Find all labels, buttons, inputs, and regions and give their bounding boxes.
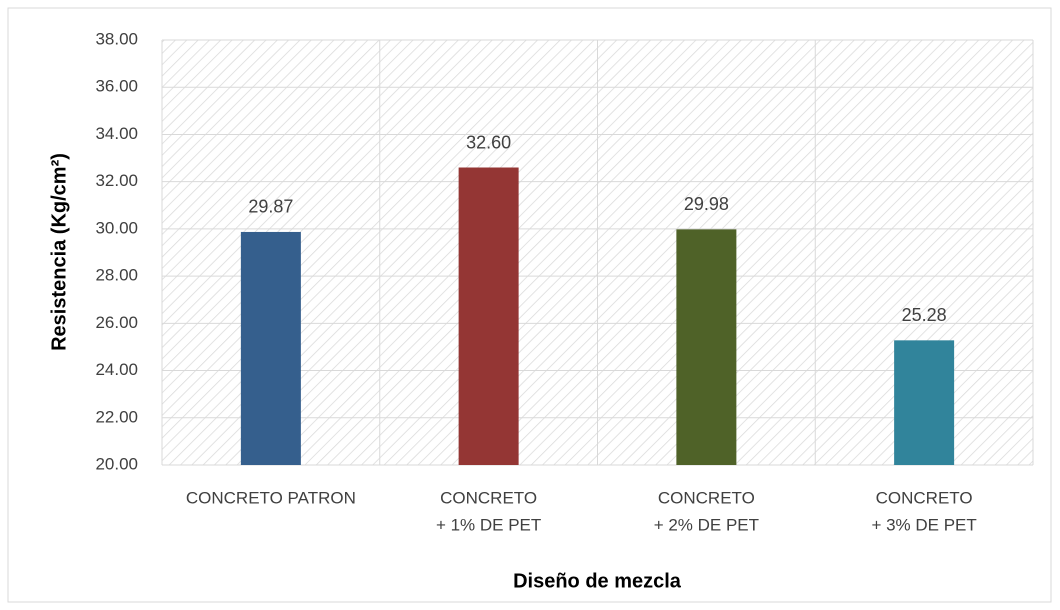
data-label: 29.98: [684, 194, 729, 214]
bar: [894, 340, 955, 465]
y-tick-label: 22.00: [95, 407, 138, 426]
x-axis-title: Diseño de mezcla: [513, 570, 682, 592]
y-tick-label: 24.00: [95, 360, 138, 379]
data-label: 29.87: [248, 197, 293, 217]
y-tick-label: 36.00: [95, 77, 138, 96]
y-tick-label: 30.00: [95, 218, 138, 237]
x-tick-label: + 3% DE PET: [871, 515, 976, 534]
y-tick-label: 38.00: [95, 29, 138, 48]
y-tick-label: 32.00: [95, 171, 138, 190]
data-label: 32.60: [466, 132, 511, 152]
x-tick-label: + 2% DE PET: [654, 515, 759, 534]
data-label: 25.28: [902, 305, 947, 325]
x-tick-label: CONCRETO PATRON: [186, 488, 356, 507]
x-tick-label: CONCRETO: [876, 488, 973, 507]
y-tick-label: 26.00: [95, 313, 138, 332]
bar: [676, 229, 737, 465]
bar: [458, 167, 519, 465]
y-tick-label: 20.00: [95, 454, 138, 473]
x-tick-label: CONCRETO: [658, 488, 755, 507]
bar: [240, 231, 301, 465]
y-tick-label: 28.00: [95, 266, 138, 285]
x-tick-label: + 1% DE PET: [436, 515, 541, 534]
y-axis-title: Resistencia (Kg/cm²): [48, 153, 70, 351]
y-tick-label: 34.00: [95, 124, 138, 143]
x-tick-label: CONCRETO: [440, 488, 537, 507]
